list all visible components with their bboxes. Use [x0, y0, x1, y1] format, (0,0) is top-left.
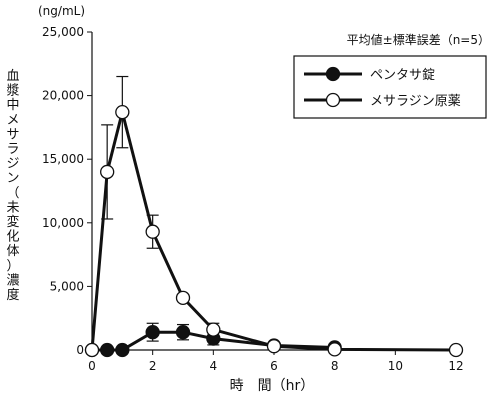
y-axis-title-char: ン: [6, 171, 19, 186]
y-tick-label: 15,000: [42, 152, 84, 166]
x-tick-label: 6: [270, 359, 278, 373]
x-tick-label: 4: [210, 359, 218, 373]
y-axis-title-char: 体: [6, 244, 19, 259]
data-point: [266, 339, 282, 354]
series-2: [84, 75, 464, 358]
y-axis-title-char: サ: [6, 127, 19, 142]
y-axis-title-char: 中: [6, 98, 19, 113]
y-axis-title-char: メ: [6, 113, 19, 128]
y-axis-title-char: 血: [6, 69, 19, 84]
data-point: [100, 164, 115, 180]
x-tick-label: 8: [331, 359, 339, 373]
data-point: [115, 104, 130, 120]
data-point: [84, 342, 100, 358]
axes: 0 5,000 10,000 15,000 20,000 25,000 0 2 4 6 8 10 12: [42, 25, 464, 373]
x-tick-label: 10: [388, 359, 403, 373]
y-axis-title-char: ラ: [6, 142, 19, 157]
data-point: [206, 322, 221, 337]
y-axis-title-char: 化: [6, 230, 19, 245]
x-axis-title: 時 間（hr）: [230, 378, 315, 394]
statistics-note: 平均値±標準誤差（n=5）: [347, 32, 490, 47]
y-axis-title-char: （: [6, 186, 19, 201]
x-tick-label: 0: [88, 359, 96, 373]
data-point: [175, 325, 191, 340]
y-axis-title-char: 変: [6, 214, 19, 230]
data-point: [448, 342, 464, 358]
y-tick-label: 10,000: [42, 216, 84, 230]
y-tick-label: 20,000: [42, 89, 84, 103]
series-layer: [84, 75, 464, 358]
y-unit-label: (ng/mL): [38, 4, 85, 18]
y-axis-title-char: 濃: [6, 273, 19, 288]
data-point: [327, 342, 342, 357]
y-axis-title-char: ）: [6, 259, 19, 274]
data-point: [145, 224, 160, 239]
legend-label: ペンタサ錠: [370, 68, 435, 83]
y-tick-label: 5,000: [50, 279, 84, 293]
legend-swatch-marker: [325, 66, 341, 82]
y-axis-title-char: 未: [6, 200, 19, 215]
y-tick-label: 25,000: [42, 25, 84, 39]
y-axis-title-char: ジ: [6, 157, 19, 172]
x-tick-label: 2: [149, 359, 157, 373]
data-point: [115, 342, 130, 358]
data-point: [175, 290, 191, 305]
y-tick-label: 0: [76, 343, 84, 357]
legend-box: [293, 55, 487, 119]
y-axis-title-char: 漿: [6, 84, 19, 99]
data-point: [100, 342, 115, 358]
x-tick-label: 12: [448, 359, 463, 373]
legend-label: メサラジン原薬: [370, 94, 461, 109]
legend-swatch-marker: [325, 92, 341, 108]
y-axis-title-char: 度: [6, 287, 19, 303]
data-point: [145, 325, 160, 340]
